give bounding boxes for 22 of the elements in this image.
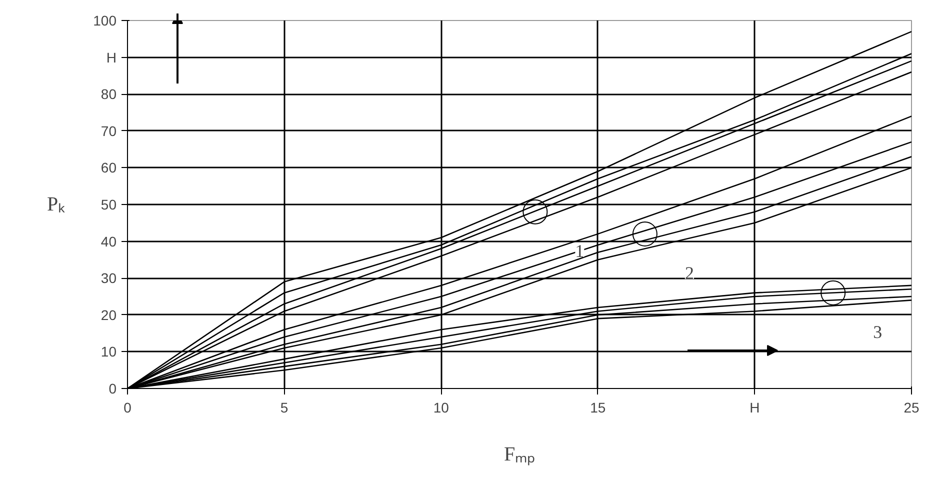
annotation: 2 [684,262,694,283]
y-tick-label: 70 [100,122,117,139]
x-tick-label: 10 [433,400,450,416]
y-tick-label: 100 [93,12,117,28]
y-tick-label: H [106,49,117,66]
x-tick-label: 0 [124,400,132,416]
y-tick-label: 50 [100,196,117,212]
x-axis-title: Fₘₚ [504,444,536,466]
annotation: 1 [575,240,584,261]
y-tick-label: 30 [100,270,117,286]
y-tick-label: 0 [108,380,117,396]
y-tick-label: 10 [100,344,117,360]
y-tick-label: 40 [100,233,117,250]
x-tick-label: 5 [280,400,288,416]
y-tick-label: 80 [100,86,117,102]
y-tick-label: 20 [100,306,117,323]
annotation: 3 [873,322,882,342]
y-axis-title: Pₖ [47,194,66,216]
y-tick-label: 60 [100,160,117,176]
x-tick-label: H [750,400,760,416]
x-tick-label: 25 [904,400,920,416]
x-tick-label: 15 [590,400,606,416]
